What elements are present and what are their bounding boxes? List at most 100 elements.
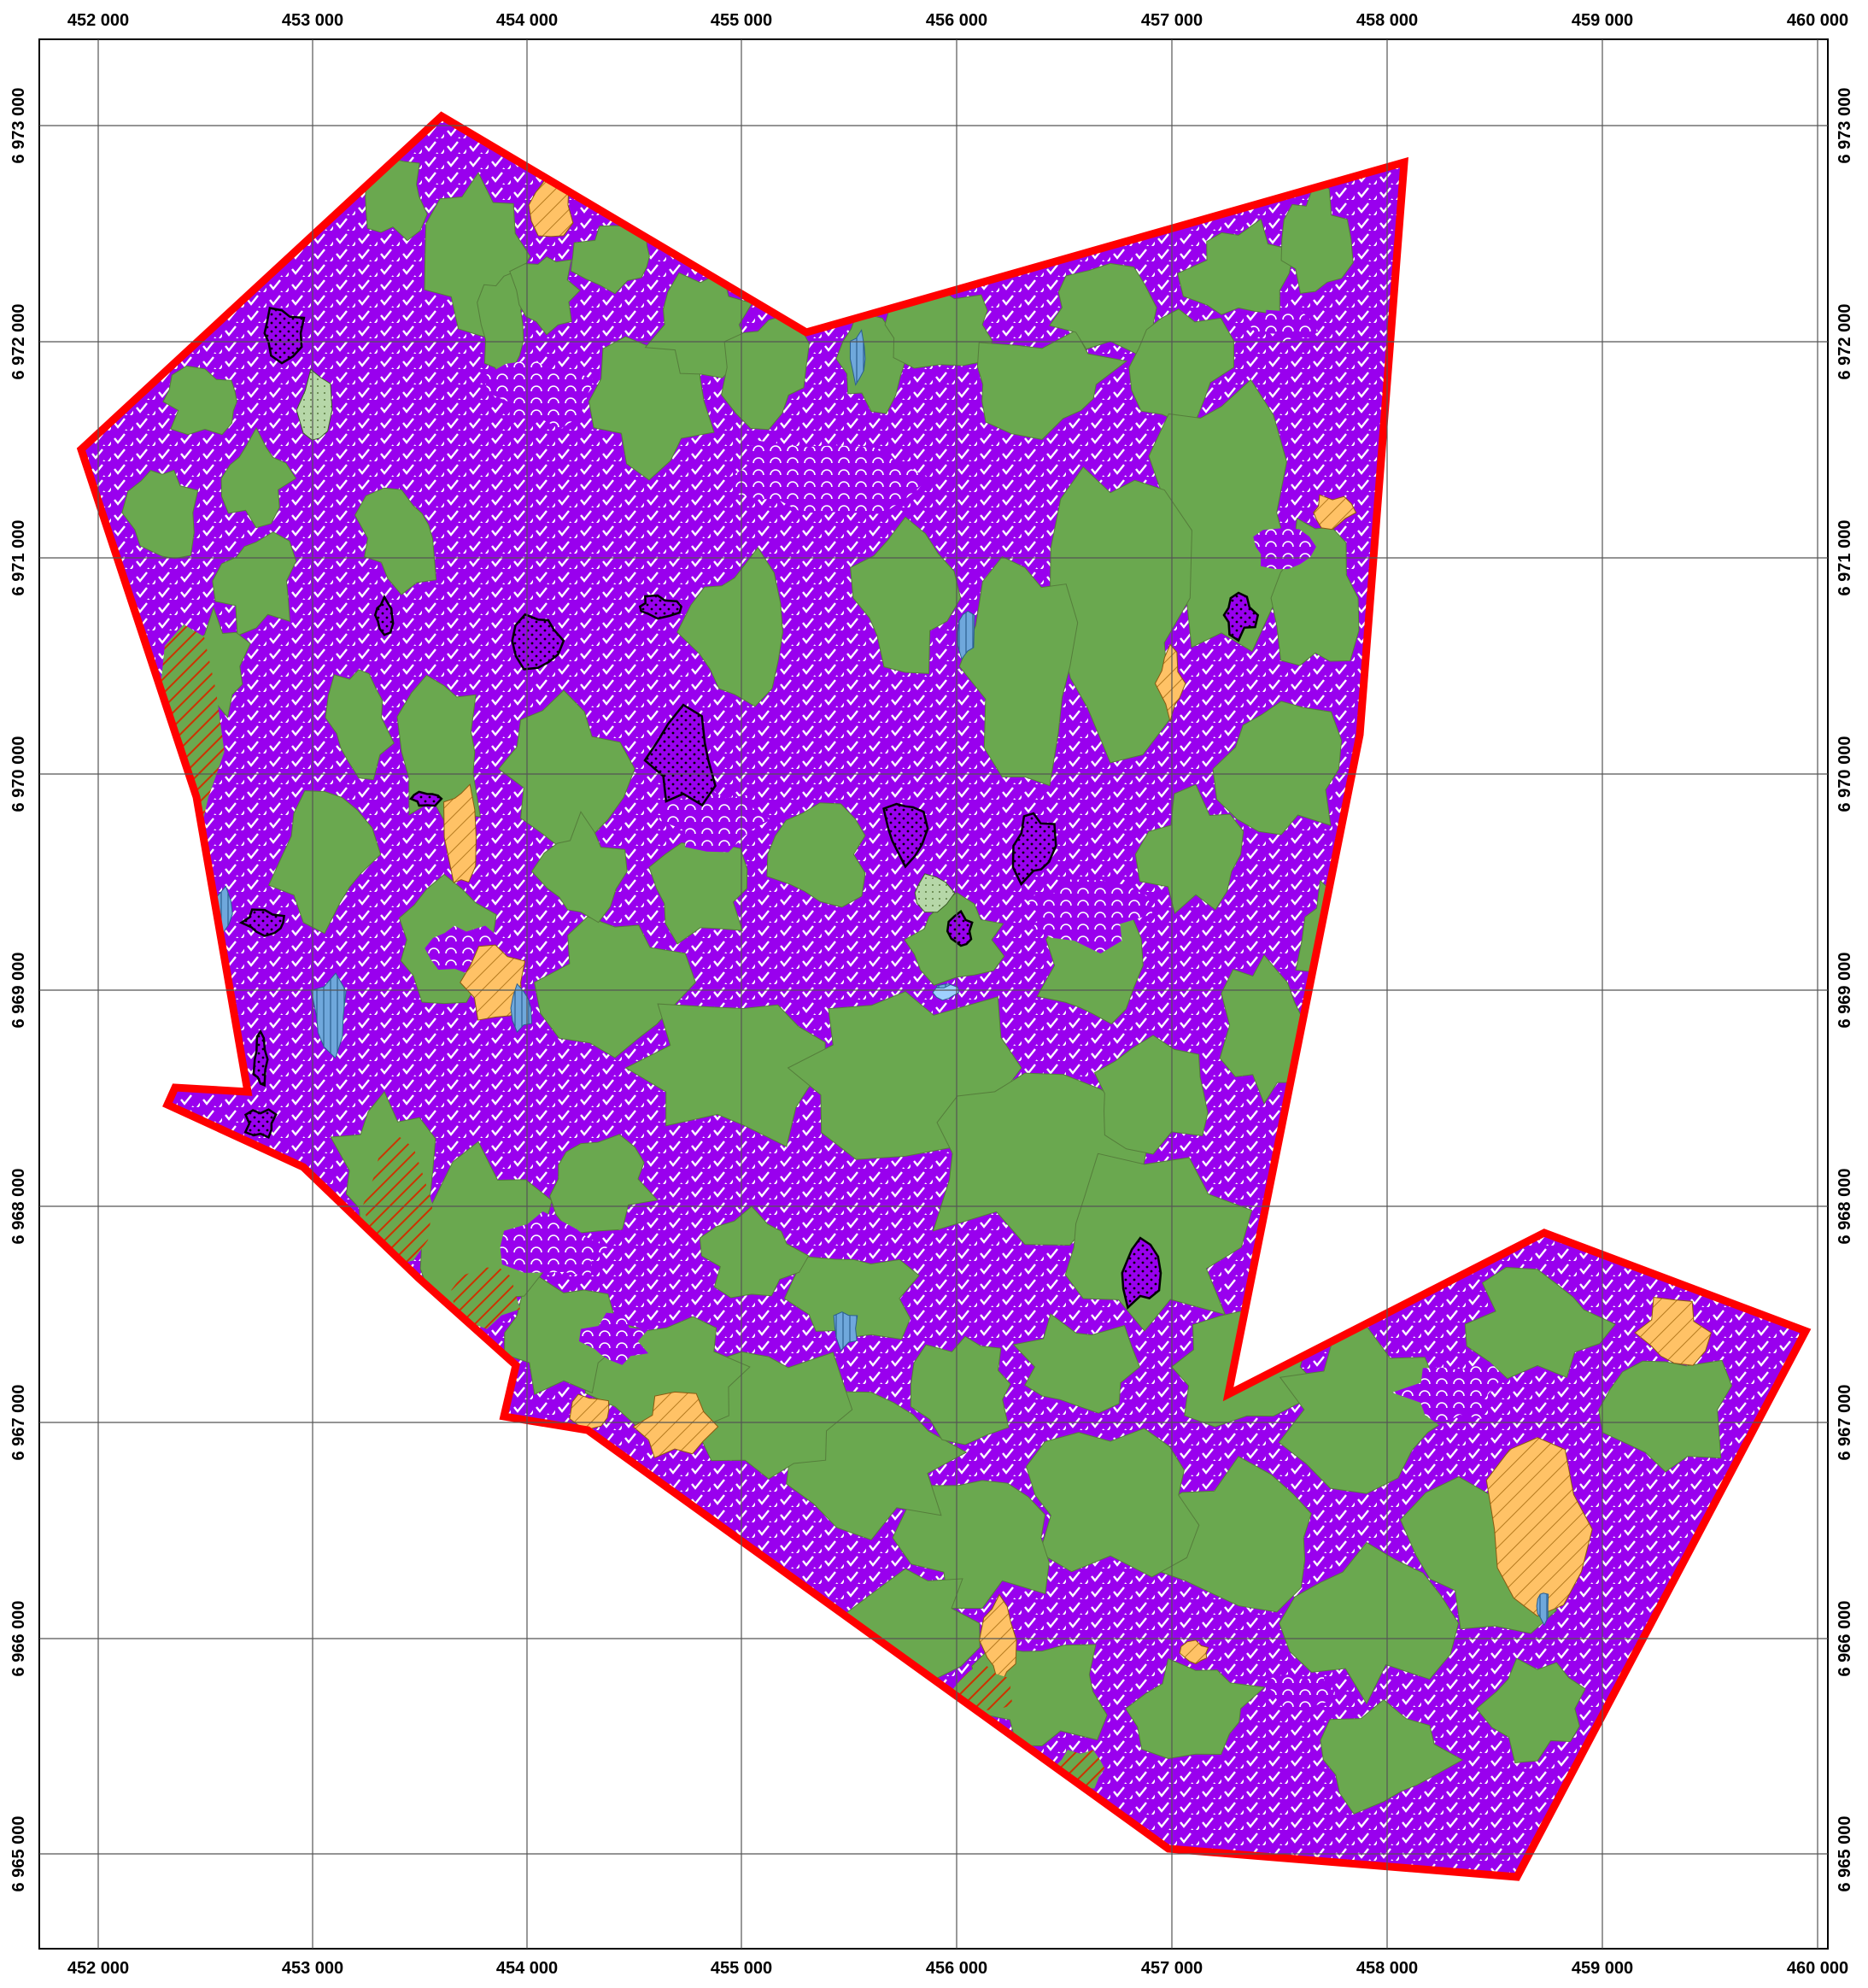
green-patch [1012, 1313, 1140, 1414]
green-patch [766, 802, 866, 908]
green-patch [1320, 1698, 1464, 1815]
water-patch-light [932, 984, 960, 1001]
dotted-patch [1011, 812, 1057, 887]
x-tick-label-top: 458 000 [1356, 11, 1418, 30]
arc-patch [1253, 527, 1316, 570]
dotted-patch [511, 613, 565, 671]
x-tick-label-top: 459 000 [1572, 11, 1633, 30]
arc-patch [1249, 306, 1319, 343]
water-patch [310, 972, 347, 1059]
green-patch [1128, 308, 1234, 422]
arc-patch [1262, 1674, 1335, 1711]
orange-hatch-patch [1485, 1437, 1593, 1617]
map-frame [38, 38, 1829, 1950]
dotted-patch [263, 307, 306, 365]
x-tick-label-top: 452 000 [67, 11, 129, 30]
arc-patch [658, 787, 770, 853]
green-patch [534, 916, 696, 1059]
arc-patch [578, 1312, 649, 1365]
green-patch [699, 1205, 810, 1299]
study-area-boundary [76, 111, 1812, 1881]
grid-labels: 452 000 452 000 453 000 453 000 454 000 454 0… [9, 11, 1854, 1978]
y-tick-label-left: 6 970 000 [9, 736, 28, 812]
x-tick-label-bottom: 457 000 [1141, 1959, 1203, 1978]
green-patch [1270, 517, 1360, 666]
x-tick-label-bottom: 452 000 [67, 1959, 129, 1978]
x-tick-label-top: 454 000 [496, 11, 558, 30]
orange-hatch-patch [443, 783, 477, 883]
y-tick-label-left: 6 967 000 [9, 1385, 28, 1461]
green-patch [1598, 1359, 1733, 1473]
dotted-patch [946, 909, 974, 947]
green-patch [1134, 783, 1244, 915]
dotted-patch [882, 802, 929, 869]
dotted-patch [638, 594, 683, 620]
dotted-patch [409, 790, 443, 807]
arc-patch [484, 360, 594, 429]
x-tick-label-top: 455 000 [711, 11, 772, 30]
dotted-patch [1121, 1236, 1162, 1310]
orange-hatch-patch [1634, 1296, 1712, 1366]
red-hatch-patch [451, 1267, 520, 1329]
green-patch [1464, 1267, 1616, 1380]
green-patch [958, 555, 1079, 787]
dotted-patch [643, 703, 717, 807]
y-tick-label-right: 6 968 000 [1836, 1169, 1854, 1245]
water-patch [833, 1311, 858, 1352]
green-patch [531, 811, 628, 924]
orange-hatch-patch [979, 1593, 1017, 1690]
green-patch [835, 309, 907, 414]
dotted-patch [238, 908, 286, 937]
green-patch [1280, 179, 1354, 294]
x-tick-label-bottom: 460 000 [1787, 1959, 1848, 1978]
orange-hatch-patch [569, 1393, 610, 1430]
green-patch [1093, 1035, 1209, 1155]
orange-hatch-patch [632, 1391, 719, 1459]
water-patch [1536, 1592, 1549, 1627]
light-green-patch [914, 873, 956, 913]
orange-hatch-patch [460, 944, 526, 1021]
green-patch [1025, 1428, 1200, 1578]
x-tick-label-bottom: 455 000 [711, 1959, 772, 1978]
x-tick-label-bottom: 456 000 [926, 1959, 987, 1978]
x-tick-label-bottom: 453 000 [282, 1959, 343, 1978]
green-patch [1212, 701, 1343, 836]
water-patch [957, 610, 975, 660]
green-patch [676, 547, 783, 707]
arc-patch [1022, 879, 1153, 954]
green-patch [1278, 1325, 1463, 1494]
x-tick-label-top: 456 000 [926, 11, 987, 30]
light-green-patch [296, 368, 333, 441]
y-tick-label-left: 6 972 000 [9, 304, 28, 380]
x-tick-label-top: 457 000 [1141, 11, 1203, 30]
green-patch [1279, 1541, 1459, 1705]
green-patch [624, 1003, 826, 1147]
arc-patch [728, 439, 930, 514]
y-tick-label-left: 6 973 000 [9, 88, 28, 164]
green-patch [364, 151, 428, 242]
x-tick-label-bottom: 459 000 [1572, 1959, 1633, 1978]
arc-pattern-patches [425, 306, 1504, 1711]
y-tick-label-left: 6 971 000 [9, 520, 28, 596]
green-patch [162, 365, 237, 436]
x-tick-label-bottom: 454 000 [496, 1959, 558, 1978]
x-tick-label-top: 460 000 [1787, 11, 1848, 30]
water-patch [849, 329, 866, 386]
dotted-patch [252, 1029, 269, 1088]
green-patch [220, 426, 297, 529]
x-tick-label-top: 453 000 [282, 11, 343, 30]
arc-patch [1391, 1361, 1504, 1427]
green-patch [1476, 1657, 1586, 1763]
green-patch [498, 689, 635, 851]
y-tick-label-right: 6 969 000 [1836, 953, 1854, 1029]
green-patch [850, 516, 962, 674]
green-patch [1064, 1152, 1253, 1332]
red-hatch-patch [363, 1135, 433, 1265]
dotted-outline-patches [238, 307, 1260, 1310]
green-patch [1219, 954, 1312, 1105]
orange-hatch-patch [1154, 643, 1186, 724]
green-patch [910, 1335, 1011, 1446]
y-tick-label-right: 6 966 000 [1836, 1601, 1854, 1677]
y-tick-label-right: 6 965 000 [1836, 1816, 1854, 1892]
green-patch [267, 790, 382, 935]
